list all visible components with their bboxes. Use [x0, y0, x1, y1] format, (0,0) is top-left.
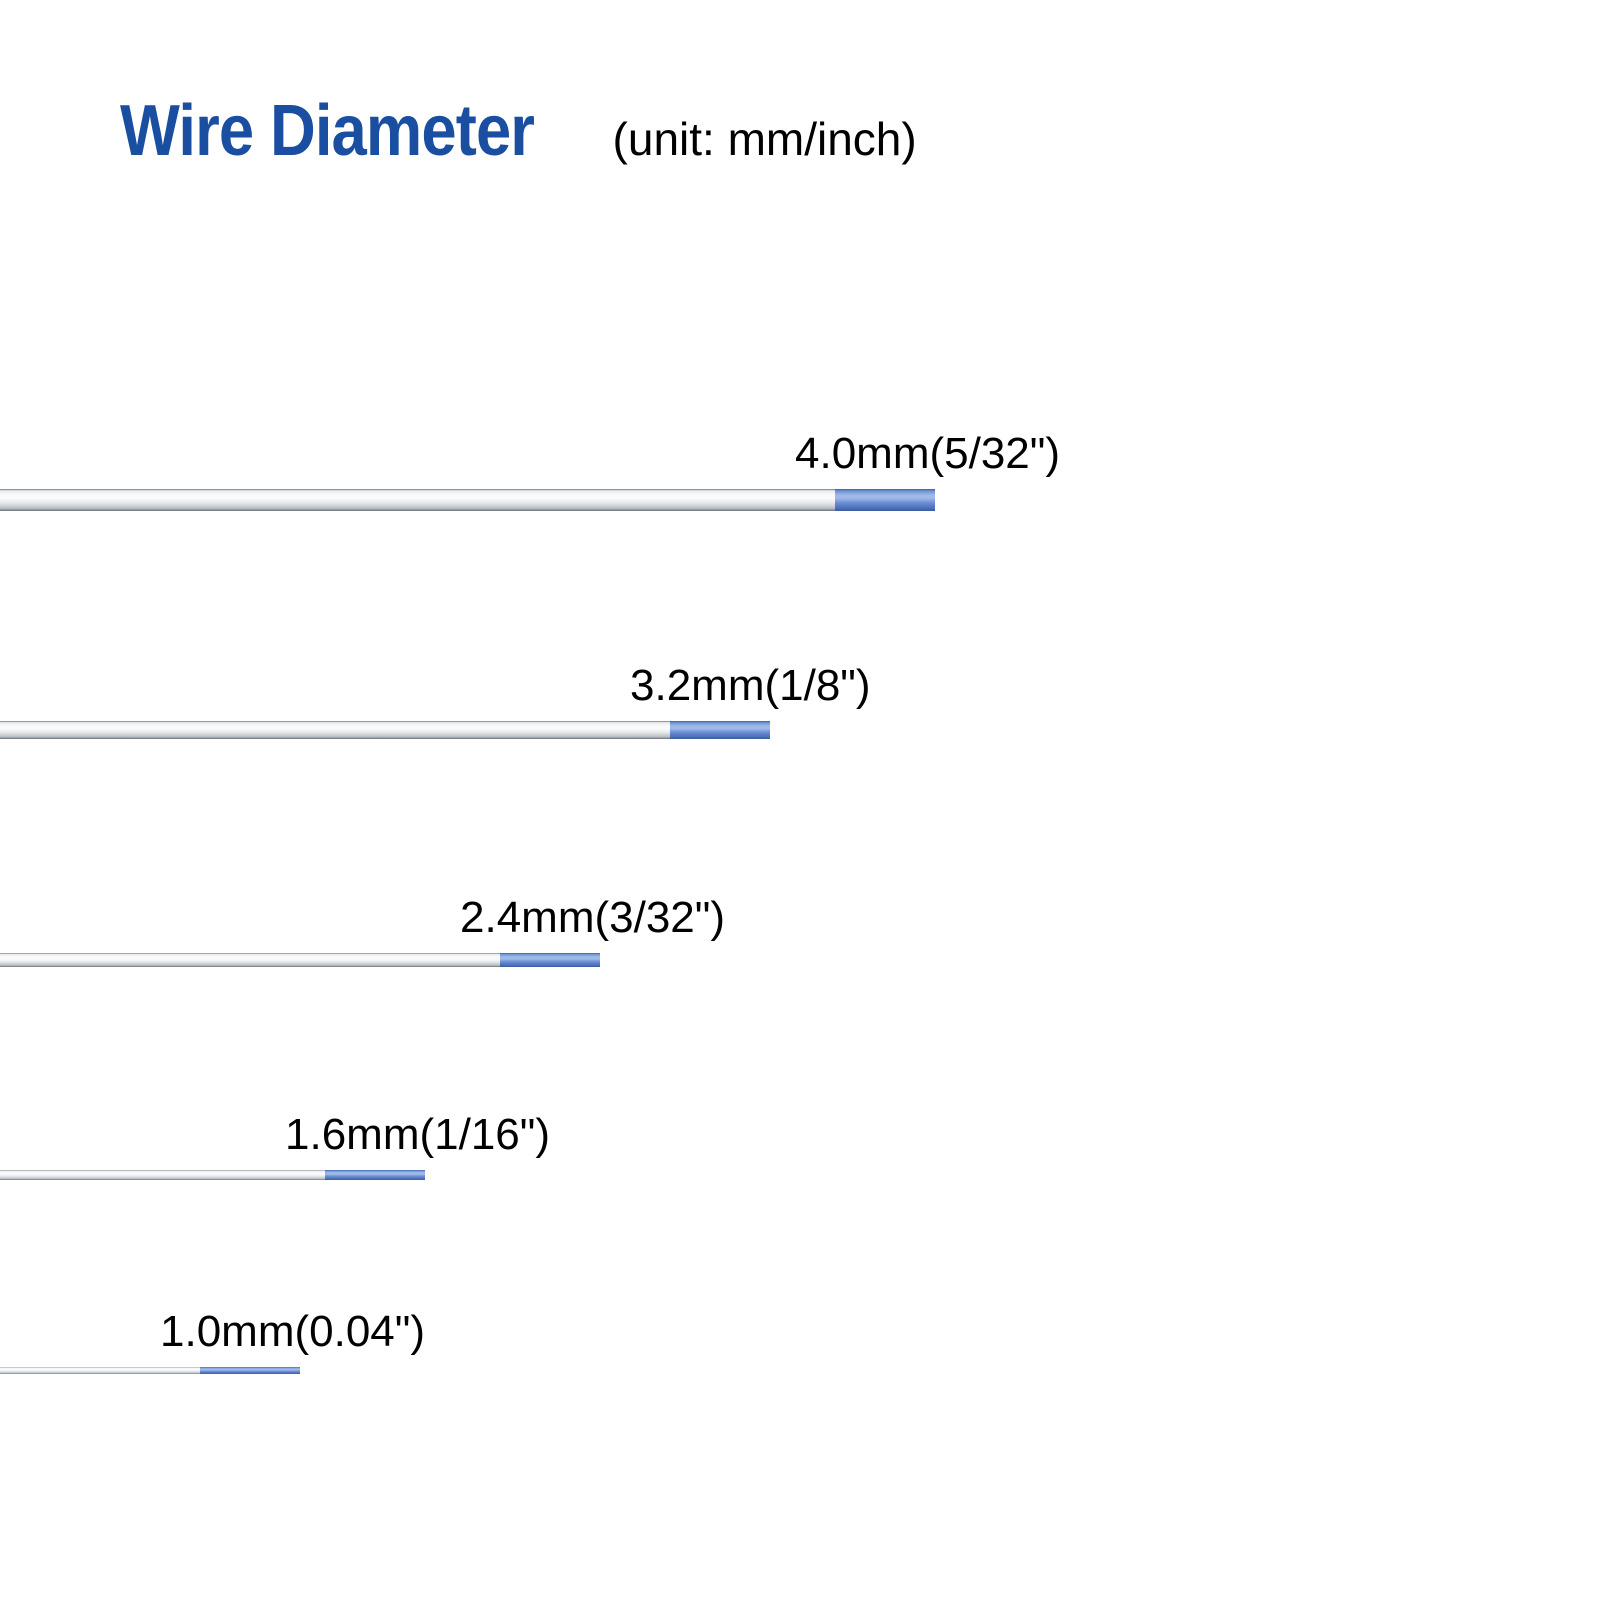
wire-row: 1.6mm(1/16")	[0, 1170, 425, 1180]
wire-label: 2.4mm(3/32")	[460, 893, 725, 943]
wire-body	[0, 1170, 325, 1180]
wire-row: 1.0mm(0.04")	[0, 1367, 300, 1374]
page-subtitle: (unit: mm/inch)	[613, 112, 917, 166]
wire-row: 4.0mm(5/32")	[0, 489, 935, 511]
wire-tip	[325, 1170, 425, 1180]
wire-tip	[200, 1367, 300, 1374]
wire-row: 2.4mm(3/32")	[0, 953, 600, 967]
wire-tip	[670, 721, 770, 739]
wire-tip	[500, 953, 600, 967]
wire-label: 4.0mm(5/32")	[795, 429, 1060, 479]
wire-label: 1.0mm(0.04")	[160, 1307, 425, 1357]
wire-row: 3.2mm(1/8")	[0, 721, 770, 739]
header: Wire Diameter (unit: mm/inch)	[120, 90, 917, 172]
wire-label: 1.6mm(1/16")	[285, 1110, 550, 1160]
wire-body	[0, 953, 500, 967]
wire-label: 3.2mm(1/8")	[630, 661, 871, 711]
wire-body	[0, 489, 835, 511]
wire-body	[0, 721, 670, 739]
page-title: Wire Diameter	[120, 90, 534, 172]
wire-body	[0, 1367, 200, 1374]
wire-tip	[835, 489, 935, 511]
